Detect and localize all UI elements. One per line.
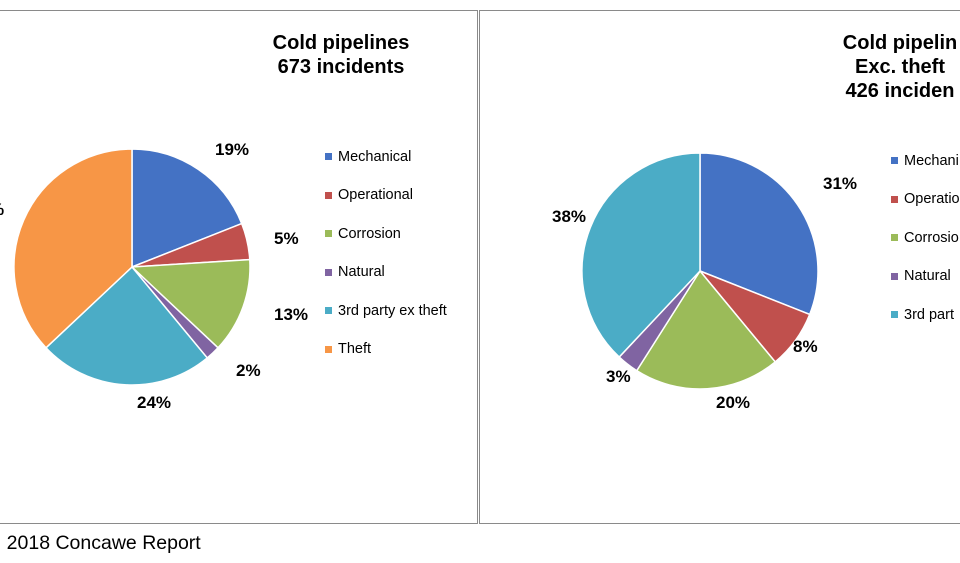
legend-swatch	[891, 157, 898, 164]
legend-item: 3rd party ex theft	[325, 301, 447, 320]
legend-item: 3rd part	[891, 305, 960, 324]
data-label: 24%	[137, 393, 171, 412]
legend-label: 3rd part	[904, 306, 954, 323]
chart-title-line: Cold pipelin	[842, 32, 958, 54]
chart-title-line: 673 incidents	[277, 56, 405, 78]
legend-label: Operatio	[904, 191, 960, 207]
pie-slice-mechanical	[699, 152, 819, 316]
chart-title-line: 426 inciden	[845, 80, 955, 102]
legend-label: Natural	[338, 264, 385, 280]
chart-title: Cold pipelin Exc. theft 426 inciden	[810, 31, 960, 103]
legend-item: Operatio	[891, 190, 960, 209]
data-label: 3%	[606, 367, 631, 386]
chart-title-line: Cold pipelines	[272, 32, 410, 54]
legend-item: Corrosion	[325, 224, 447, 243]
legend-item: Mechanical	[325, 147, 447, 166]
data-label: 2%	[236, 361, 261, 380]
legend-label: Mechani	[904, 152, 959, 169]
legend-swatch	[325, 268, 332, 276]
legend-swatch	[325, 191, 332, 199]
pie-slice-theft	[13, 148, 133, 349]
chart-legend: Mechani Operatio Corrosio Natural 3rd part	[891, 151, 960, 344]
legend-swatch	[891, 272, 898, 280]
legend-swatch	[891, 195, 898, 203]
chart-title-line: Exc. theft	[854, 56, 946, 78]
legend-item: Corrosio	[891, 228, 960, 247]
legend-swatch	[891, 311, 898, 318]
data-label: 5%	[274, 229, 299, 248]
pie-chart: 19% 5% 13% 2% 24%%	[0, 140, 308, 412]
legend-label: Operational	[338, 187, 413, 203]
legend-label: 3rd party ex theft	[338, 302, 447, 319]
data-label: 38%	[552, 207, 586, 226]
pie-chart: 31% 8% 20% 3% 38%	[552, 152, 857, 412]
legend-label: Theft	[338, 341, 372, 357]
data-label: 20%	[716, 393, 750, 412]
legend-label: Corrosio	[904, 229, 959, 246]
pie-slice-mechanical	[131, 148, 243, 269]
chart-panel-cold-pipelines: Cold pipelines 673 incidents 19% 5% 13% 2% 2…	[0, 10, 478, 524]
legend-swatch	[325, 307, 332, 314]
chart-panel-cold-pipelines-exc-theft: Cold pipelin Exc. theft 426 inciden 31% 8…	[479, 10, 960, 524]
data-label: 13%	[274, 305, 308, 324]
legend-label: Mechanical	[338, 148, 412, 165]
legend-swatch	[325, 153, 332, 160]
legend-item: Mechani	[891, 151, 960, 170]
legend-item: Natural	[891, 267, 960, 286]
legend-item: Natural	[325, 263, 447, 282]
source-caption: e: 2018 Concawe Report	[0, 532, 201, 554]
legend-swatch	[325, 345, 332, 353]
chart-title: Cold pipelines 673 incidents	[251, 31, 431, 79]
legend-label: Corrosion	[338, 225, 401, 242]
pie-slice-corrosion	[635, 269, 777, 390]
pie-slice-corrosion	[130, 258, 251, 349]
legend-label: Natural	[904, 268, 951, 284]
legend-swatch	[891, 234, 898, 241]
legend-item: Theft	[325, 340, 447, 359]
legend-swatch	[325, 230, 332, 237]
pie-slice-3rd-party-ex-theft	[44, 265, 209, 386]
data-label: %	[0, 200, 4, 219]
data-label: 31%	[823, 174, 857, 193]
legend-item: Operational	[325, 186, 447, 205]
pie-slice-3rd-party-ex-theft	[581, 152, 701, 359]
data-label: 8%	[793, 337, 818, 356]
chart-legend: Mechanical Operational Corrosion Natural 3rd…	[325, 147, 447, 378]
data-label: 19%	[215, 140, 249, 159]
